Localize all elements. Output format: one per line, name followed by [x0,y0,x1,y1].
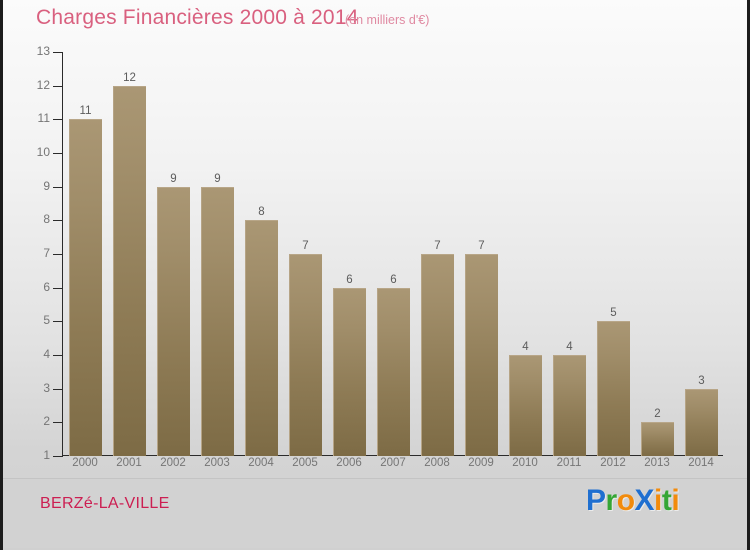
bar-2000[interactable]: 11 [68,105,102,456]
bar-2002[interactable]: 9 [156,173,190,456]
bar-value-label: 5 [610,307,617,320]
x-axis-label-2012: 2012 [600,457,626,469]
bar-value-label: 3 [698,374,705,387]
bar-value-label: 8 [258,206,265,219]
logo-letter-0: P [586,484,606,517]
x-axis-label-2011: 2011 [556,457,582,469]
x-axis-label-2014: 2014 [688,457,714,469]
bar-2007[interactable]: 6 [376,274,410,456]
y-tick-label: 7 [43,246,50,260]
bar-value-label: 4 [566,341,573,353]
bar-2012[interactable]: 5 [596,307,630,456]
y-tick-label: 3 [43,380,50,395]
bar-2014[interactable]: 3 [684,375,718,456]
plot-area: 1 2 3 4 5 6 7 8 9 10 11 12 13 11 12 9 9 8 7 6 6 7 7 4 4 5 2 3 2000… [37,44,723,469]
y-tick-label: 10 [36,145,50,159]
y-tick-mark: 4 [43,347,63,361]
bar-value-label: 4 [522,341,529,353]
bar-2005[interactable]: 7 [288,240,322,456]
y-tick-label: 4 [43,347,50,361]
x-axis-label-2008: 2008 [424,457,450,469]
bar-2001[interactable]: 12 [112,72,146,456]
x-axis-label-2001: 2001 [116,457,142,469]
logo-letter-5: t [661,484,672,517]
commune-name: BERZé-LA-VILLE [40,495,170,512]
x-axis-label-2005: 2005 [292,457,318,469]
y-tick-label: 13 [36,44,50,58]
bar-value-label: 6 [390,273,397,286]
chart-header: Charges Financières 2000 à 2014 (en mill… [3,0,747,40]
y-tick-label: 8 [43,212,50,227]
bar-2006[interactable]: 6 [332,274,366,456]
chart-subtitle: (en milliers d'€) [345,13,430,27]
y-tick-label: 6 [43,279,50,294]
y-tick-label: 11 [37,111,50,126]
bar-2010[interactable]: 4 [508,341,542,456]
y-tick-mark: 13 [37,44,63,58]
logo-letter-3: X [634,484,655,517]
y-tick-mark: 1 [43,448,63,462]
bar-2013[interactable]: 2 [640,408,674,456]
y-tick-mark: 8 [43,212,63,226]
x-axis-label-2007: 2007 [380,457,406,469]
bar-value-label: 12 [123,71,136,84]
x-axis-label-2003: 2003 [204,457,230,469]
x-axis-label-2000: 2000 [72,457,98,469]
y-tick-label: 1 [43,448,50,462]
y-tick-label: 9 [43,178,50,193]
y-tick-mark: 7 [43,246,63,260]
bar-2009[interactable]: 7 [464,240,498,456]
logo-letter-6: i [671,484,680,517]
bar-value-label: 9 [170,172,177,185]
bar-value-label: 7 [434,240,441,252]
page-title: Charges Financières 2000 à 2014 [36,6,359,29]
bar-value-label: 7 [478,240,485,252]
x-axis-label-2006: 2006 [336,457,362,469]
bar-2004[interactable]: 8 [244,206,278,456]
y-tick-mark: 9 [43,179,63,193]
y-tick-label: 2 [43,414,50,429]
y-tick-mark: 2 [43,414,63,428]
x-axis-label-2013: 2013 [644,457,670,469]
logo-letter-4: i [654,484,662,517]
bar-value-label: 11 [79,105,92,118]
x-axis-label-2002: 2002 [160,457,186,469]
y-tick-mark: 5 [43,313,63,327]
bar-2011[interactable]: 4 [552,341,586,456]
bar-2008[interactable]: 7 [420,240,454,456]
chart-footer: BERZé-LA-VILLE ProXiti [3,478,747,548]
y-tick-mark: 6 [43,280,63,294]
logo-letter-1: r [605,484,618,517]
bar-value-label: 7 [302,240,309,252]
y-tick-mark: 12 [37,78,63,92]
x-axis-label-2010: 2010 [512,457,538,469]
bar-value-label: 6 [346,273,353,286]
chart-plot-wrapper: 1 2 3 4 5 6 7 8 9 10 11 12 13 11 12 9 9 8 7 6 6 7 7 4 4 5 2 3 2000… [3,40,747,472]
bar-value-label: 2 [654,408,661,421]
logo-letter-2: o [616,484,635,517]
y-tick-mark: 11 [38,111,63,125]
y-tick-mark: 10 [37,145,63,159]
x-axis-label-2009: 2009 [468,457,494,469]
x-axis-label-2004: 2004 [248,457,274,469]
y-tick-label: 12 [36,77,50,92]
bar-2003[interactable]: 9 [200,173,234,456]
y-tick-label: 5 [43,313,50,328]
y-tick-mark: 3 [43,381,63,395]
proxiti-logo[interactable]: ProXiti [586,484,680,518]
bar-value-label: 9 [214,172,221,185]
